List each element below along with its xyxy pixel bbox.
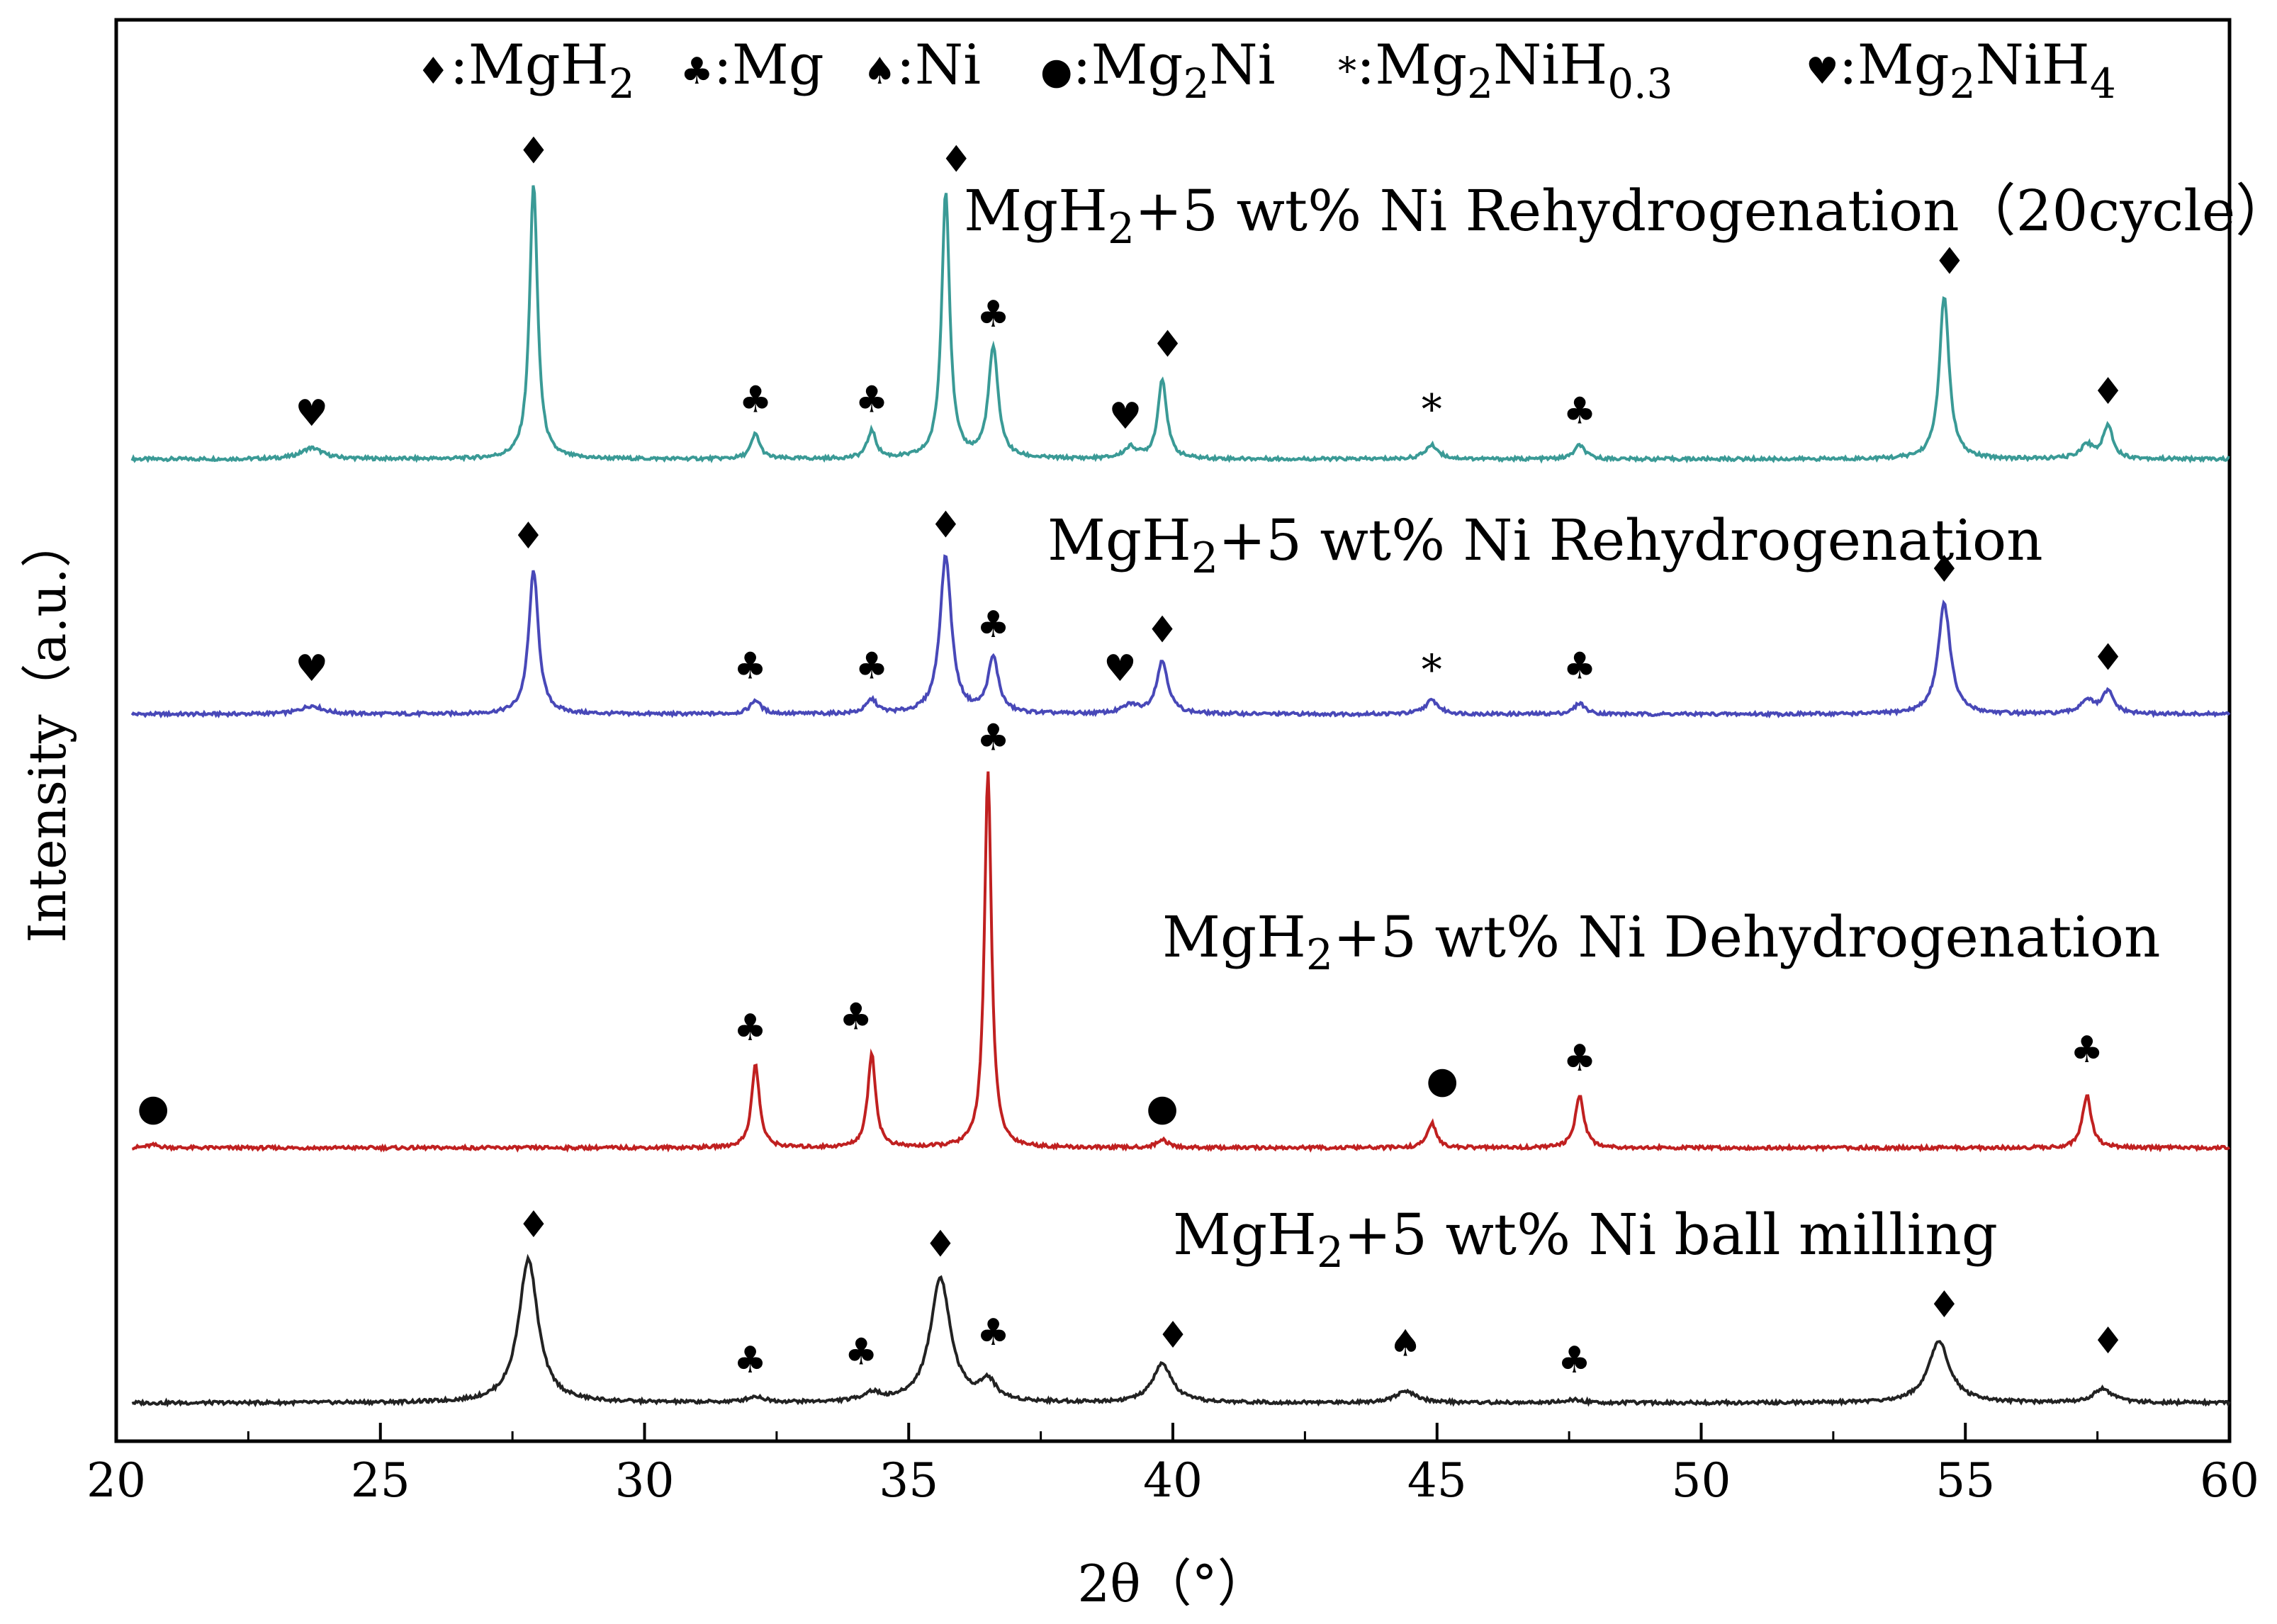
phase-marker: ♥ [1103, 648, 1137, 690]
phase-marker: ♣ [977, 716, 1010, 759]
series-line [130, 554, 2231, 719]
series-line [130, 185, 2230, 464]
phase-marker: ♣ [839, 996, 872, 1038]
x-axis-label: 2θ（°） [1077, 1554, 1268, 1613]
phase-marker: ♣ [2070, 1029, 2103, 1071]
phase-marker: ♦ [1146, 609, 1179, 652]
x-tick-label: 45 [1407, 1453, 1467, 1508]
phase-marker: ♥ [296, 648, 329, 690]
phase-marker: ♣ [733, 1339, 767, 1382]
phase-marker: ♦ [1928, 1284, 1961, 1326]
x-tick-label: 60 [2200, 1453, 2259, 1508]
phase-marker: ♦ [1151, 324, 1184, 366]
legend: ♦:MgH2 ♣:Mg ♠:Ni ●:Mg2Ni *:Mg2NiH0.3 ♥:Mg2NiH… [417, 33, 2116, 108]
x-tick-label: 30 [615, 1453, 675, 1508]
phase-marker: ♣ [1563, 1037, 1597, 1080]
phase-marker: * [1422, 645, 1442, 694]
phase-marker: ♣ [739, 379, 772, 422]
x-tick-label: 35 [879, 1453, 938, 1508]
phase-marker: ♣ [977, 1312, 1010, 1354]
phase-marker: ♦ [1157, 1314, 1190, 1357]
phase-marker: ♣ [733, 1007, 767, 1049]
series-line [132, 771, 2230, 1153]
phase-marker: ♣ [733, 645, 767, 687]
series-labels: MgH2+5 wt% Ni Rehydrogenation（20cycle） Mg… [964, 178, 2277, 1278]
peak-markers: ♥♦♣ ♣♦♣♥♦* ♣♦♦♥♦♣ ♣♦♣♥♦* ♣♦♦●♣ ♣♣●●♣ ♣♦♣ ♣♦♣ ♦ ♠ ♣… [137, 130, 2124, 1382]
phase-marker: ♦ [1928, 548, 1961, 591]
phase-marker: ♦ [924, 1223, 957, 1265]
phase-marker: ♣ [845, 1331, 878, 1373]
phase-marker: ♣ [855, 645, 889, 687]
x-tick-label: 40 [1143, 1453, 1203, 1508]
phase-marker: ♣ [1563, 390, 1597, 432]
phase-marker: ● [137, 1087, 169, 1129]
phase-marker: ♣ [855, 379, 889, 422]
phase-marker: ♦ [517, 130, 551, 173]
legend-entry: ♠:Ni [863, 33, 981, 97]
series-label: MgH2+5 wt% Ni Rehydrogenation [1047, 507, 2043, 583]
series-lines [130, 185, 2231, 1408]
legend-entry: ●:Mg2Ni [1040, 33, 1276, 108]
phase-marker: ♠ [1389, 1323, 1422, 1365]
legend-entry: *:Mg2NiH0.3 [1338, 33, 1672, 108]
phase-marker: ♥ [296, 393, 329, 435]
x-tick-label: 50 [1672, 1453, 1731, 1508]
series-label: MgH2+5 wt% Ni ball milling [1173, 1202, 1998, 1278]
phase-marker: ♣ [1558, 1339, 1591, 1382]
legend-entry: ♣:Mg [680, 33, 824, 97]
phase-marker: ● [1146, 1087, 1178, 1129]
phase-marker: ♣ [977, 604, 1010, 646]
series-label: MgH2+5 wt% Ni Dehydrogenation [1162, 904, 2161, 980]
phase-marker: ♦ [940, 138, 973, 181]
phase-marker: ♦ [517, 1204, 551, 1246]
phase-marker: ♦ [2091, 637, 2125, 680]
phase-marker: ♥ [1109, 395, 1142, 438]
phase-marker: ● [1427, 1059, 1458, 1102]
x-tick-label: 55 [1935, 1453, 1995, 1508]
y-axis-label: Intensity（a.u.） [18, 517, 77, 942]
phase-marker: ♦ [512, 515, 545, 558]
series-line [131, 1253, 2231, 1408]
x-tick-label: 25 [351, 1453, 410, 1508]
phase-marker: ♦ [2091, 371, 2125, 413]
phase-marker: * [1422, 385, 1442, 433]
legend-entry: ♦:MgH2 [417, 33, 635, 108]
phase-marker: ♦ [929, 504, 962, 546]
phase-marker: ♣ [977, 293, 1010, 336]
series-label: MgH2+5 wt% Ni Rehydrogenation（20cycle） [964, 178, 2277, 254]
x-tick-label: 20 [86, 1453, 146, 1508]
phase-marker: ♦ [1933, 241, 1967, 283]
phase-marker: ♦ [2091, 1320, 2125, 1363]
x-axis-ticks [115, 1423, 2231, 1441]
phase-marker: ♣ [1563, 645, 1597, 687]
legend-entry: ♥:Mg2NiH4 [1806, 33, 2116, 108]
x-axis-tick-labels: 20 25 30 35 40 45 50 55 60 [86, 1453, 2259, 1508]
